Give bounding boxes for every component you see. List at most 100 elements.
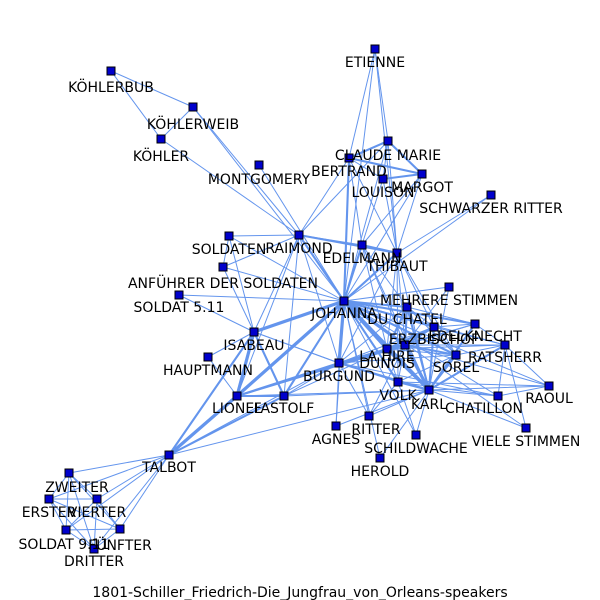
node-label-lionel: LIONEL (212, 401, 262, 417)
node-label-fastolf: FASTOLF (254, 401, 315, 417)
edge-burgund-lionel (235, 361, 341, 398)
node-montgomery[interactable] (254, 160, 264, 170)
edge-burgund-volk (338, 362, 399, 383)
edge-raimond-isabeau (253, 234, 300, 333)
edge-claude_marie-margot (386, 139, 424, 176)
edge-johanna-schildwache (343, 300, 417, 436)
edge-mehrere_stimmen-johanna (343, 286, 450, 302)
node-zweiter[interactable] (64, 468, 74, 478)
node-agnes[interactable] (331, 421, 341, 431)
node-isabeau[interactable] (249, 327, 259, 337)
edge-johanna-herold (343, 300, 381, 459)
node-koehlerbub[interactable] (106, 66, 116, 76)
edge-karl-schildwache (415, 389, 430, 436)
edge-lionel-talbot (167, 394, 239, 457)
edge-chatillon-raoul (497, 385, 550, 397)
node-edelknecht[interactable] (470, 319, 480, 329)
node-soldat-511[interactable] (174, 290, 184, 300)
edge-la_hire-du_chatel (385, 305, 409, 351)
node-edelmann[interactable] (357, 240, 367, 250)
node-label-burgund: BURGUND (303, 369, 375, 385)
edge-erster-fuenfter (48, 498, 121, 530)
edge-talbot-karl (168, 389, 430, 456)
node-raoul[interactable] (544, 381, 554, 391)
node-du-chatel[interactable] (402, 302, 412, 312)
edge-margot-johanna (343, 173, 423, 302)
edge-margot-thibaut (396, 173, 423, 254)
node-label-viele-stimmen: VIELE STIMMEN (472, 434, 581, 450)
node-label-erster: ERSTER (22, 505, 77, 521)
node-soldat-911[interactable] (61, 525, 71, 535)
node-fastolf[interactable] (279, 391, 289, 401)
node-dunois[interactable] (400, 340, 410, 350)
edge-bertrand-thibaut (348, 157, 398, 254)
node-label-koehlerweib: KÖHLERWEIB (147, 115, 239, 133)
edge-anfuehrer-isabeau (222, 266, 255, 333)
edge-karl-viele_stimmen (428, 389, 527, 429)
node-label-edelmann: EDELMANN (323, 251, 402, 267)
node-la-hire[interactable] (382, 344, 392, 354)
edge-talbot-erster (48, 454, 170, 500)
node-bertrand[interactable] (344, 153, 354, 163)
node-koehlerweib[interactable] (188, 102, 198, 112)
edge-koehlerweib-raimond (192, 106, 300, 236)
node-erster[interactable] (44, 494, 54, 504)
node-etienne[interactable] (370, 44, 380, 54)
edge-soldat_511-johanna (178, 294, 345, 302)
edge-soldaten-raimond (228, 234, 300, 237)
edge-erzbischof-sorel (433, 326, 457, 356)
edge-margot-edelmann (361, 173, 423, 246)
node-label-talbot: TALBOT (141, 460, 196, 476)
node-raimond[interactable] (294, 230, 304, 240)
edge-la_hire-burgund (337, 347, 389, 365)
node-soldaten[interactable] (224, 231, 234, 241)
node-louison[interactable] (378, 174, 388, 184)
node-viele-stimmen[interactable] (521, 423, 531, 433)
node-karl[interactable] (424, 385, 434, 395)
node-label-claude-marie: CLAUDE MARIE (335, 148, 441, 164)
node-schwarzer-ritter[interactable] (486, 190, 496, 200)
node-erzbischof[interactable] (429, 322, 439, 332)
node-volk[interactable] (393, 377, 403, 387)
edge-etienne-bertrand (348, 48, 376, 159)
node-vierter[interactable] (92, 494, 102, 504)
node-label-isabeau: ISABEAU (223, 338, 284, 354)
edge-du_chatel-burgund (338, 306, 408, 364)
node-label-soldat-511: SOLDAT 5.11 (134, 300, 225, 316)
node-talbot[interactable] (164, 450, 174, 460)
edge-la_hire-sorel (386, 348, 457, 356)
edge-johanna-volk (342, 299, 400, 384)
node-herold[interactable] (375, 453, 385, 463)
node-dritter[interactable] (89, 544, 99, 554)
edge-claude_marie-raimond (298, 140, 389, 236)
node-lionel[interactable] (232, 391, 242, 401)
node-anfuehrer[interactable] (218, 262, 228, 272)
node-label-dritter: DRITTER (64, 554, 124, 570)
edge-johanna-ratsherr (343, 300, 506, 346)
edge-bertrand-johanna (342, 156, 351, 303)
node-johanna[interactable] (339, 296, 349, 306)
node-ritter[interactable] (364, 411, 374, 421)
node-margot[interactable] (417, 169, 427, 179)
node-hauptmann[interactable] (203, 352, 213, 362)
edge-zweiter-soldat_911 (65, 472, 70, 531)
node-chatillon[interactable] (493, 391, 503, 401)
node-sorel[interactable] (451, 350, 461, 360)
node-label-louison: LOUISON (351, 185, 414, 201)
node-label-schildwache: SCHILDWACHE (364, 441, 467, 457)
node-claude-marie[interactable] (383, 136, 393, 146)
edge-karl-la_hire (385, 347, 431, 392)
node-thibaut[interactable] (392, 248, 402, 258)
node-koehler[interactable] (156, 134, 166, 144)
edge-louison-thibaut (382, 178, 398, 254)
edge-anfuehrer-soldaten (222, 235, 230, 268)
edge-erster-soldat_911 (48, 498, 67, 531)
edge-karl-agnes (335, 389, 430, 427)
node-mehrere-stimmen[interactable] (444, 282, 454, 292)
node-ratsherr[interactable] (500, 340, 510, 350)
edge-soldat_911-fuenfter (65, 528, 121, 531)
node-burgund[interactable] (334, 358, 344, 368)
node-label-ritter: RITTER (351, 422, 401, 438)
node-schildwache[interactable] (411, 430, 421, 440)
node-fuenfter[interactable] (115, 524, 125, 534)
